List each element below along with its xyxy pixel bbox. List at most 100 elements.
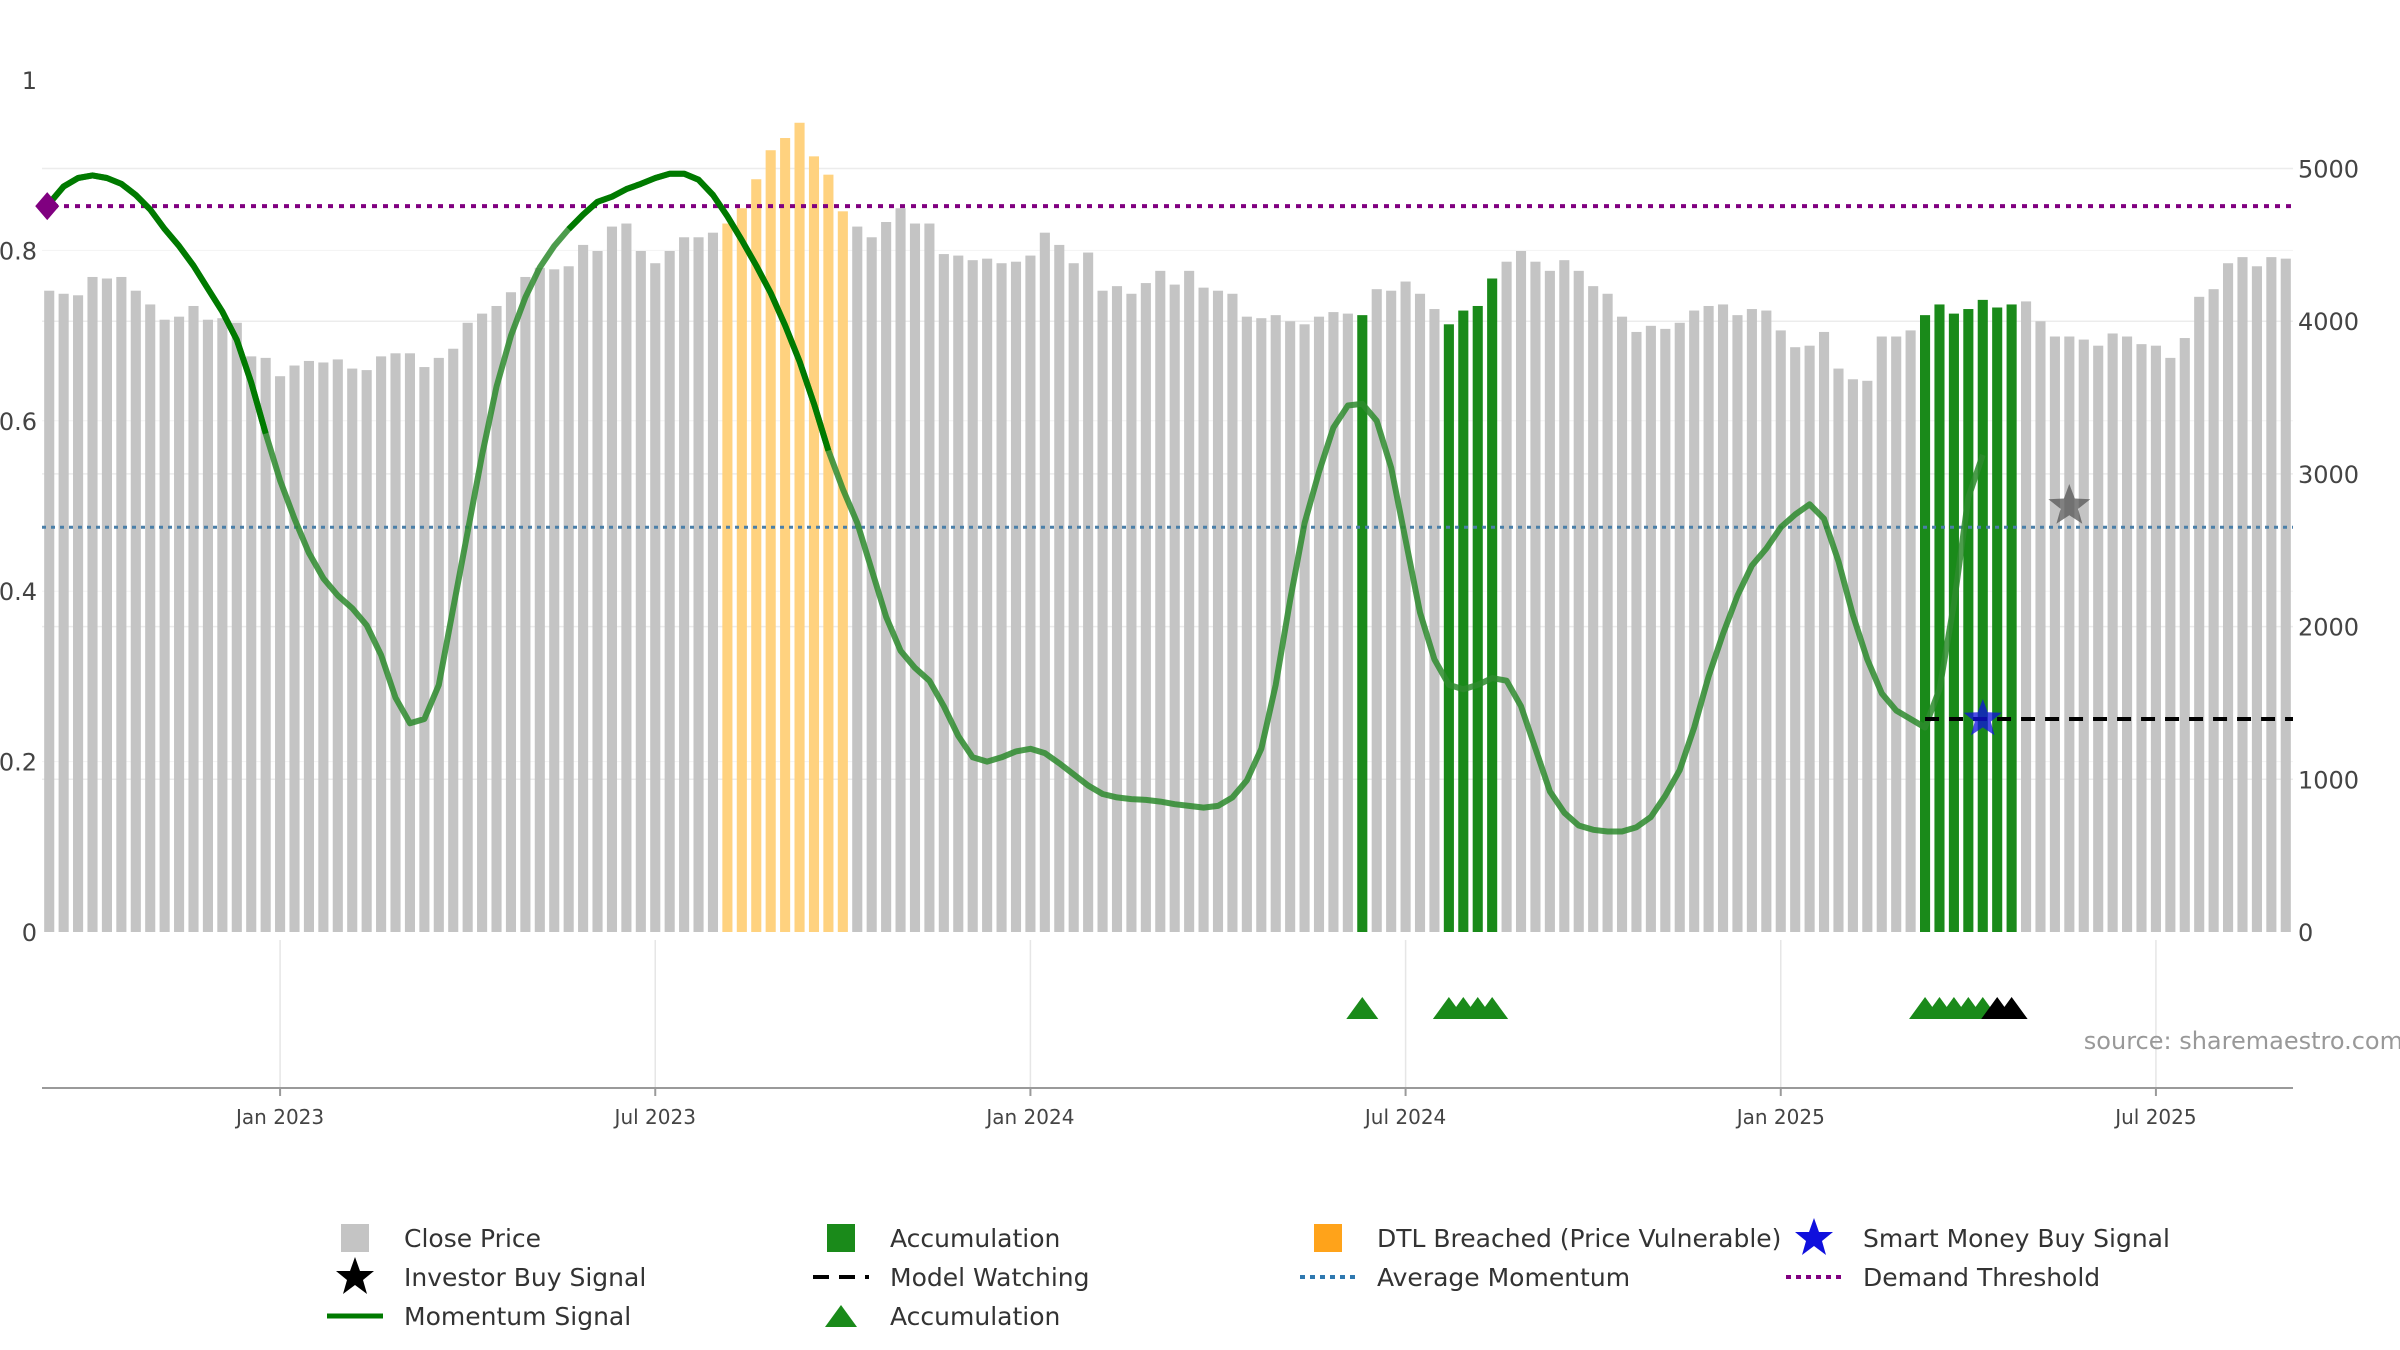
close-price-bar	[390, 353, 401, 932]
close-price-bar	[1790, 347, 1801, 932]
investor-buy-star	[2048, 484, 2091, 524]
close-price-bar	[1645, 325, 1656, 932]
dtl-breached-bar	[837, 211, 848, 932]
close-price-bar	[1212, 290, 1224, 932]
close-price-bar	[982, 258, 993, 933]
close-price-bar	[2150, 345, 2161, 932]
close-price-bar	[1804, 345, 1815, 932]
close-price-bar	[1818, 331, 1830, 932]
close-price-bar	[2179, 338, 2190, 933]
dtl-breached-bar	[722, 223, 733, 933]
close-price-bar	[202, 319, 213, 932]
close-price-bar	[1010, 261, 1022, 932]
close-price-bar	[707, 232, 719, 932]
close-price-bar	[1588, 286, 1599, 932]
close-price-bar	[1083, 252, 1094, 933]
close-price-bar	[953, 255, 964, 932]
close-price-bar	[361, 370, 372, 932]
accumulation-bar	[1443, 324, 1454, 932]
x-tick-label: Jan 2025	[1735, 1105, 1825, 1129]
close-price-bar	[231, 322, 242, 933]
close-price-bar	[693, 237, 704, 933]
close-price-bar	[433, 357, 444, 933]
dtl-breached-bar	[751, 179, 762, 932]
accumulation-bar	[1487, 278, 1498, 932]
close-price-bar	[967, 260, 978, 932]
left-tick-label: 1	[22, 67, 37, 95]
close-price-bar	[2194, 296, 2205, 932]
close-price-bar	[2035, 321, 2046, 932]
investor-marker	[1995, 997, 2028, 1019]
close-price-bar	[462, 322, 473, 933]
close-price-bar	[332, 359, 343, 933]
accumulation-bar	[2006, 304, 2017, 932]
close-price-bar	[1876, 336, 1887, 933]
close-price-bar	[289, 365, 300, 933]
close-price-bar	[217, 318, 228, 932]
close-price-bar	[679, 237, 690, 933]
close-price-bar	[1660, 328, 1671, 932]
x-tick-label: Jul 2025	[2113, 1105, 2196, 1129]
close-price-bar	[246, 356, 257, 932]
right-tick-label: 2000	[2298, 614, 2359, 642]
close-price-bar	[606, 226, 618, 933]
close-price-bar	[1703, 305, 1714, 932]
close-price-bar	[1544, 270, 1555, 932]
close-price-bar	[1761, 310, 1772, 932]
close-price-bar	[1501, 261, 1512, 932]
dtl-breached-bar	[808, 156, 820, 932]
close-price-bar	[275, 376, 286, 932]
close-price-bar	[1371, 289, 1382, 932]
close-price-bar	[87, 276, 98, 932]
close-price-bar	[188, 305, 199, 932]
accumulation-bar	[1992, 307, 2003, 932]
close-price-bar	[938, 254, 949, 932]
close-price-bar	[578, 244, 589, 933]
signal-markers	[35, 192, 2091, 1019]
close-price-bar	[73, 295, 84, 933]
close-price-bar	[1400, 281, 1411, 932]
close-price-bar	[376, 356, 387, 932]
close-price-bar	[1833, 368, 1844, 932]
close-price-bar	[303, 360, 314, 932]
dtl-breached-bar	[736, 208, 747, 933]
close-price-bar	[130, 290, 141, 932]
axes: Jan 2023 Jul 2023 Jan 2024 Jul 2024 Jan 2025…	[0, 67, 2359, 1129]
x-tick-label: Jan 2024	[984, 1105, 1074, 1129]
close-price-bar	[1429, 309, 1440, 933]
close-price-bar	[650, 263, 661, 932]
close-price-bar	[1891, 336, 1902, 933]
x-tick-label: Jan 2023	[234, 1105, 324, 1129]
accumulation-marker	[1346, 997, 1379, 1019]
close-price-bar	[1097, 290, 1108, 932]
close-price-bar	[2064, 336, 2075, 933]
close-price-bar	[1328, 312, 1339, 932]
left-tick-label: 0	[22, 919, 37, 947]
momentum-signal-strong-segment	[46, 172, 269, 435]
close-price-bar	[664, 251, 675, 933]
close-price-bar	[159, 319, 170, 932]
close-price-bar	[448, 348, 459, 932]
close-price-bar	[621, 223, 632, 933]
x-tick-label: Jul 2024	[1363, 1105, 1446, 1129]
close-price-bar	[866, 237, 877, 933]
accumulation-bar	[1458, 310, 1469, 932]
close-price-bar	[1241, 316, 1252, 933]
close-price-bar	[852, 226, 863, 933]
close-price-bar	[2208, 289, 2219, 932]
close-price-bar	[924, 223, 935, 933]
close-price-bar	[1342, 313, 1353, 932]
close-price-bar	[881, 222, 892, 932]
left-tick-label: 0.4	[0, 578, 37, 606]
left-tick-label: 0.8	[0, 237, 37, 265]
close-price-bar	[1068, 263, 1079, 932]
right-tick-label: 5000	[2298, 156, 2359, 184]
close-price-bar	[2280, 258, 2291, 933]
close-price-bar	[2078, 339, 2089, 932]
close-price-bar	[505, 292, 517, 932]
close-price-bar	[2093, 345, 2104, 932]
close-price-bar	[2049, 336, 2060, 933]
close-price-bar	[1559, 260, 1570, 932]
source-note: source: sharemaestro.com	[2084, 1027, 2400, 1055]
close-price-bar	[2251, 266, 2262, 933]
